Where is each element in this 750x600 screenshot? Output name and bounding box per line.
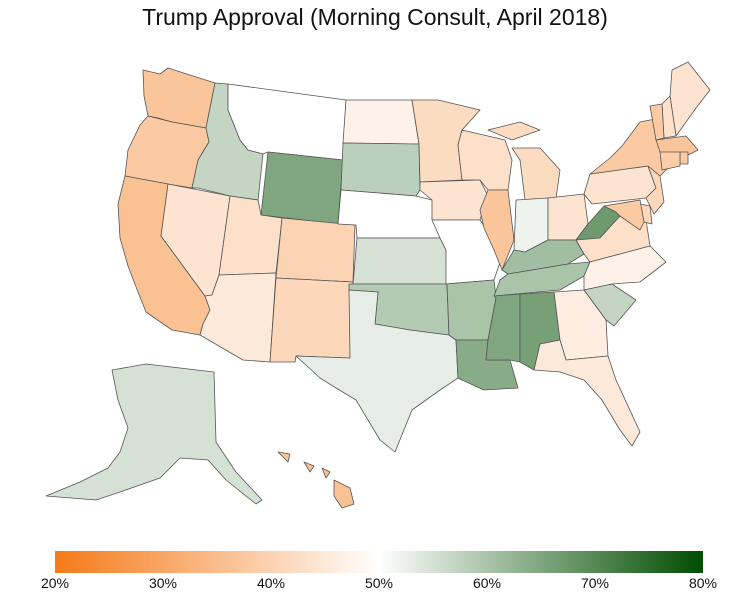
legend-tick-labels: 20% 30% 40% 50% 60% 70% 80% [41, 575, 717, 595]
us-state-map [45, 61, 711, 509]
legend-tick-20: 20% [40, 575, 70, 591]
state-ct [659, 151, 681, 171]
state-ks [352, 237, 448, 285]
state-il [479, 189, 515, 271]
state-fl [533, 339, 641, 447]
legend-tick-30: 30% [148, 575, 178, 591]
state-md [603, 199, 645, 231]
legend-tick-80: 80% [688, 575, 718, 591]
state-vt [649, 103, 665, 141]
state-hi [277, 451, 355, 509]
state-ak [45, 363, 263, 505]
legend-tick-60: 60% [472, 575, 502, 591]
legend-gradient-bar [55, 551, 703, 573]
state-co [275, 217, 356, 283]
state-nd [342, 99, 420, 145]
state-sd [340, 142, 421, 197]
state-me [669, 61, 711, 137]
legend-tick-70: 70% [580, 575, 610, 591]
state-nm [269, 277, 354, 363]
state-ri [679, 151, 689, 165]
color-legend [55, 551, 703, 573]
legend-tick-50: 50% [364, 575, 394, 591]
state-wy [260, 151, 344, 225]
chart-title: Trump Approval (Morning Consult, April 2… [142, 4, 608, 30]
state-ma [655, 135, 699, 157]
state-nj [645, 165, 665, 215]
state-layer [45, 61, 711, 509]
legend-tick-40: 40% [256, 575, 286, 591]
state-va [575, 215, 651, 263]
state-ar [445, 279, 497, 341]
